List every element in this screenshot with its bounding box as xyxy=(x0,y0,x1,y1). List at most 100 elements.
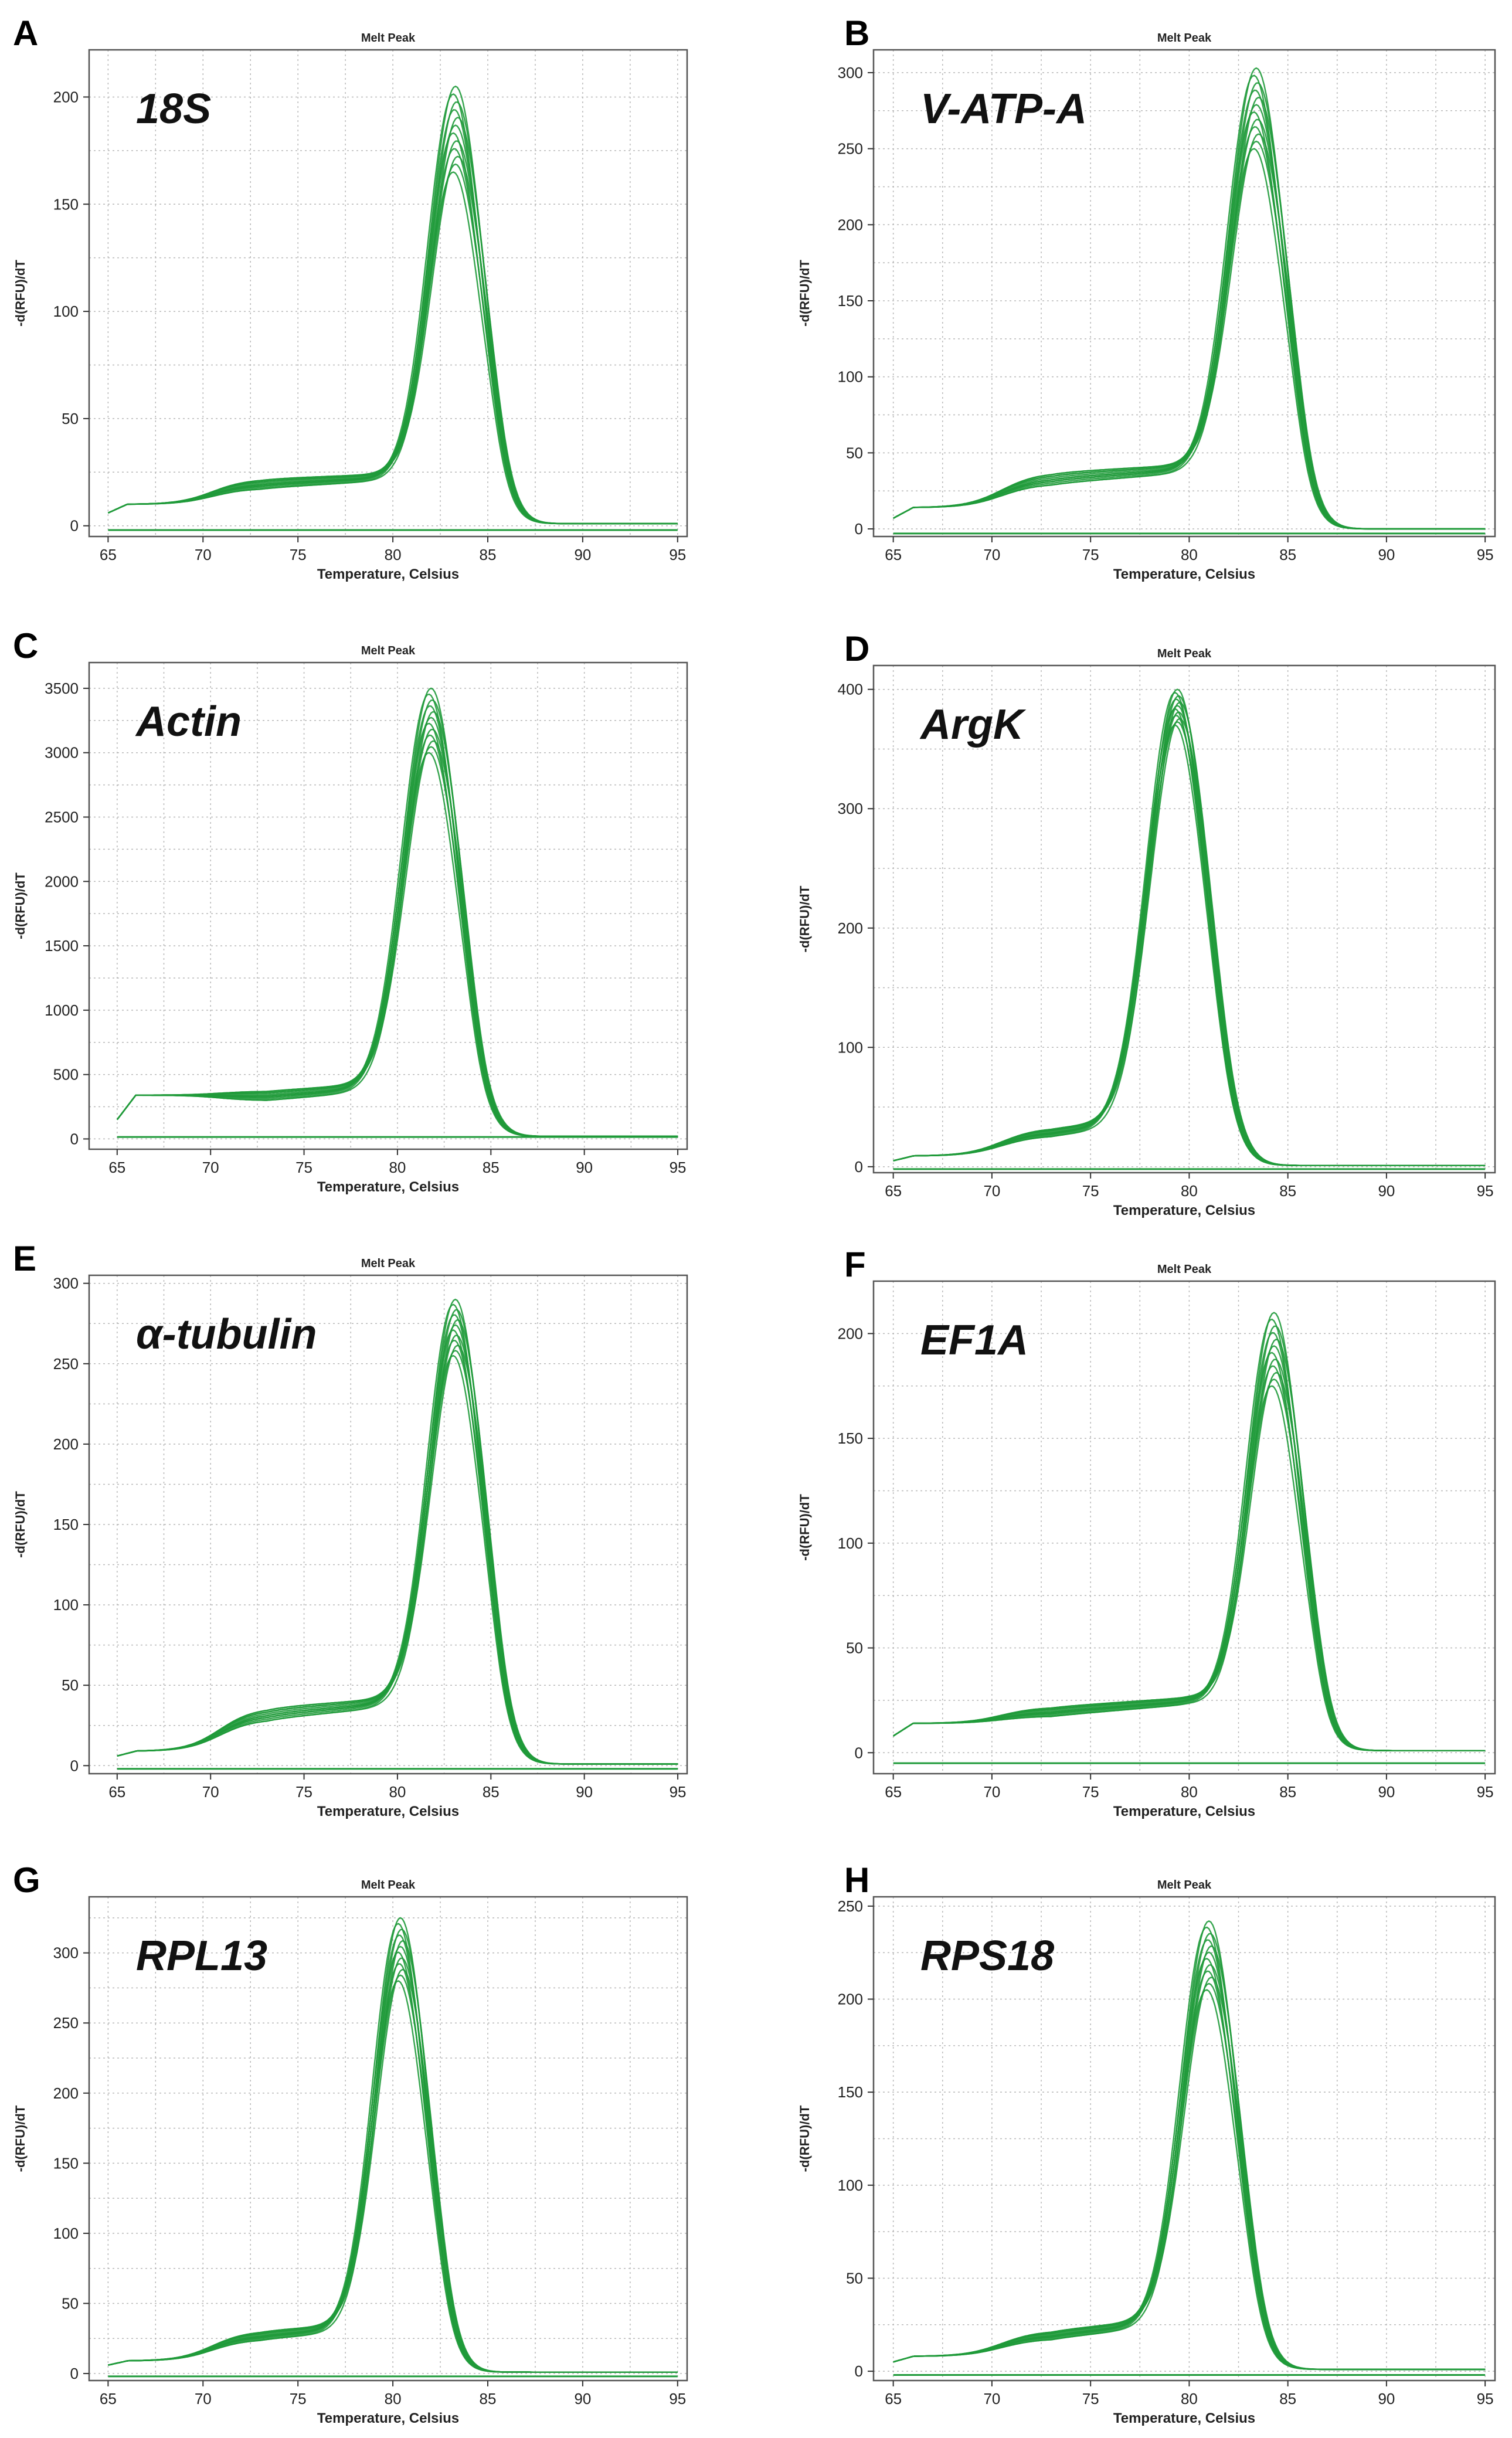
y-tick-label: 100 xyxy=(838,368,863,386)
x-tick-label: 75 xyxy=(290,2390,307,2408)
x-tick-label: 65 xyxy=(885,1182,902,1200)
melt-curves xyxy=(108,1917,678,2373)
chart-panel-F: F Melt Peak 65 70 75 80 85 90 95 0 50 100 150 200 Temp… xyxy=(797,1245,1496,1819)
x-tick-label: 85 xyxy=(480,546,497,563)
y-tick-label: 200 xyxy=(53,1435,79,1453)
gene-label: V-ATP-A xyxy=(920,86,1087,133)
x-tick-label: 95 xyxy=(669,2390,686,2408)
x-tick-label: 80 xyxy=(389,1159,406,1176)
x-tick-label: 65 xyxy=(108,1159,125,1176)
gene-label: α-tubulin xyxy=(136,1311,317,1358)
y-tick-label: 200 xyxy=(838,216,863,233)
x-tick-label: 75 xyxy=(1082,1783,1099,1801)
y-tick-label: 250 xyxy=(53,2014,79,2032)
chart-panel-G: G Melt Peak 65 70 75 80 85 90 95 0 50 100 150 200 250 3… xyxy=(13,1860,688,2426)
x-tick-label: 70 xyxy=(195,2390,212,2408)
y-axis-label: -d(RFU)/dT xyxy=(13,872,28,939)
x-tick-label: 80 xyxy=(385,2390,402,2408)
x-tick-label: 70 xyxy=(983,2390,1000,2408)
y-tick-label: 300 xyxy=(53,1944,79,1962)
x-tick-label: 85 xyxy=(483,1783,500,1801)
y-tick-label: 100 xyxy=(838,1534,863,1552)
y-tick-label: 100 xyxy=(838,2176,863,2194)
x-tick-label: 70 xyxy=(983,1783,1000,1801)
plot-frame xyxy=(872,664,1496,1174)
y-tick-label: 150 xyxy=(53,1516,79,1533)
chart-panel-H: H Melt Peak 65 70 75 80 85 90 95 0 50 100 150 200 250 T… xyxy=(797,1860,1496,2426)
x-tick-label: 85 xyxy=(1279,2390,1296,2408)
x-tick-label: 70 xyxy=(202,1783,219,1801)
x-tick-label: 65 xyxy=(885,2390,902,2408)
melt-curves xyxy=(893,67,1486,530)
y-tick-label: 250 xyxy=(838,140,863,158)
x-tick-label: 90 xyxy=(1378,1182,1395,1200)
melt-curves xyxy=(893,688,1486,1166)
y-tick-label: 200 xyxy=(838,1991,863,2008)
y-tick-label: 150 xyxy=(53,195,79,213)
y-tick-label: 100 xyxy=(53,1596,79,1614)
chart-title: Melt Peak xyxy=(1157,1263,1212,1276)
x-axis-label: Temperature, Celsius xyxy=(1113,2410,1255,2426)
chart-title: Melt Peak xyxy=(361,32,416,45)
melt-curve-replicate xyxy=(117,1298,678,1765)
x-tick-label: 70 xyxy=(195,546,212,563)
y-tick-label: 0 xyxy=(70,1757,79,1774)
y-tick-label: 0 xyxy=(855,2362,863,2380)
y-tick-label: 200 xyxy=(838,919,863,937)
y-axis-label: -d(RFU)/dT xyxy=(13,2105,28,2172)
x-tick-label: 85 xyxy=(480,2390,497,2408)
x-tick-label: 70 xyxy=(983,546,1000,563)
y-tick-label: 2500 xyxy=(45,808,79,826)
x-tick-label: 95 xyxy=(1477,546,1494,563)
y-tick-label: 50 xyxy=(62,2294,79,2312)
x-tick-label: 95 xyxy=(1477,1182,1494,1200)
y-tick-label: 3000 xyxy=(45,744,79,762)
y-tick-label: 50 xyxy=(62,1676,79,1694)
x-tick-label: 90 xyxy=(1378,2390,1395,2408)
y-tick-label: 200 xyxy=(53,2084,79,2102)
x-tick-label: 65 xyxy=(108,1783,125,1801)
x-axis-label: Temperature, Celsius xyxy=(1113,566,1255,582)
x-tick-label: 85 xyxy=(1279,546,1296,563)
x-tick-label: 95 xyxy=(670,1159,687,1176)
x-tick-label: 75 xyxy=(290,546,307,563)
y-tick-label: 50 xyxy=(846,444,863,461)
gene-label: RPL13 xyxy=(136,1933,267,1979)
y-tick-label: 250 xyxy=(838,1897,863,1915)
y-tick-label: 0 xyxy=(70,517,79,535)
y-tick-label: 500 xyxy=(53,1066,79,1084)
chart-grid xyxy=(874,665,1495,1173)
gene-label: EF1A xyxy=(920,1317,1028,1364)
plot-frame xyxy=(872,1896,1496,2382)
x-axis-label: Temperature, Celsius xyxy=(1113,1203,1255,1218)
y-tick-label: 300 xyxy=(53,1275,79,1292)
y-tick-label: 100 xyxy=(53,2225,79,2242)
y-tick-label: 50 xyxy=(846,2269,863,2287)
x-tick-label: 95 xyxy=(1477,1783,1494,1801)
x-tick-label: 65 xyxy=(885,546,902,563)
x-tick-label: 80 xyxy=(385,546,402,563)
gene-label: 18S xyxy=(136,86,211,133)
y-axis-label: -d(RFU)/dT xyxy=(13,1491,28,1558)
y-tick-label: 0 xyxy=(70,1130,79,1147)
panel-letter: C xyxy=(13,626,38,665)
y-tick-label: 200 xyxy=(53,88,79,106)
y-tick-label: 50 xyxy=(62,410,79,427)
chart-title: Melt Peak xyxy=(1157,647,1212,660)
x-tick-label: 75 xyxy=(295,1159,312,1176)
melt-curve-replicate xyxy=(893,1920,1486,2371)
y-tick-label: 250 xyxy=(53,1355,79,1373)
x-tick-label: 85 xyxy=(1279,1182,1296,1200)
x-axis-label: Temperature, Celsius xyxy=(317,2410,459,2426)
panel-letter: H xyxy=(844,1860,869,1900)
y-tick-label: 150 xyxy=(838,2083,863,2101)
chart-title: Melt Peak xyxy=(361,1257,416,1270)
x-tick-label: 95 xyxy=(1477,2390,1494,2408)
x-tick-label: 95 xyxy=(669,546,686,563)
chart-panel-D: D Melt Peak 65 70 75 80 85 90 95 0 100 200 300 400 Tem… xyxy=(797,629,1496,1218)
melt-curves xyxy=(893,1920,1486,2371)
chart-title: Melt Peak xyxy=(1157,1879,1212,1892)
x-tick-label: 85 xyxy=(1279,1783,1296,1801)
x-tick-label: 75 xyxy=(1082,546,1099,563)
